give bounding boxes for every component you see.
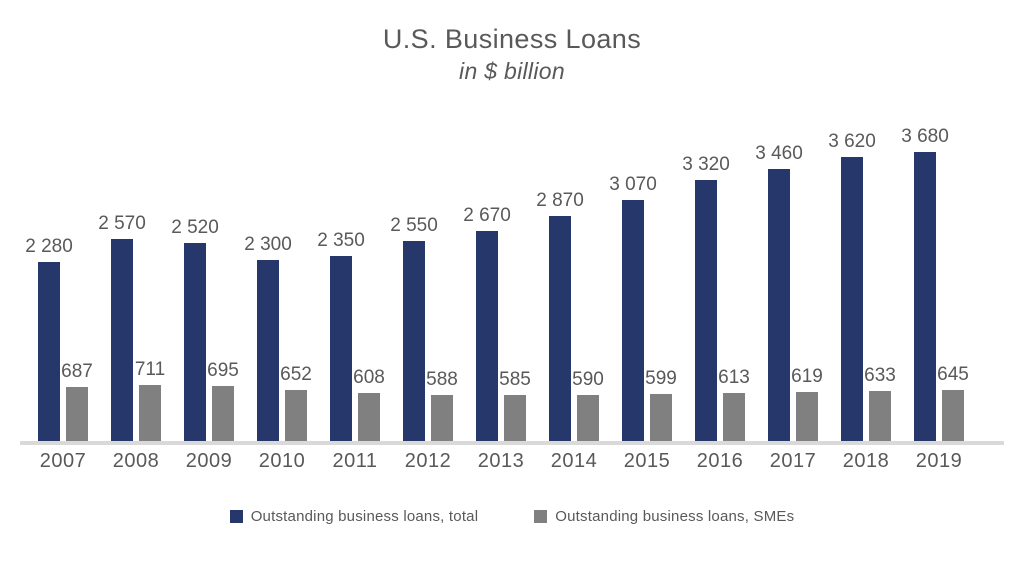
bar-value-label: 599 [645, 367, 677, 389]
bar-group: 3 460 619 [755, 100, 823, 441]
page-title: U.S. Business Loans [382, 24, 642, 54]
bar-smes[interactable]: 590 [572, 369, 604, 441]
bar-value-label: 2 520 [171, 217, 219, 239]
bar-total[interactable]: 2 300 [244, 234, 292, 441]
bar-value-label: 585 [499, 369, 531, 391]
plot-area: 2 280 687 2 570 711 2 520 695 2 300 652 2 350 608… [14, 100, 1010, 445]
x-tick-2012: 2012 [404, 450, 452, 472]
bar-value-label: 3 620 [828, 130, 876, 152]
x-axis-tick-labels: 2007 2008 2009 2010 2011 2012 2013 2014 2015 2016… [14, 450, 1010, 482]
legend-label: Outstanding business loans, SMEs [555, 508, 795, 525]
bar-value-label: 588 [426, 368, 458, 390]
bar-total[interactable]: 3 070 [609, 174, 657, 441]
bar-group: 2 280 687 [25, 100, 93, 441]
bar-value-label: 687 [61, 361, 93, 383]
bar-group: 3 680 645 [901, 100, 969, 441]
bar-smes[interactable]: 652 [280, 364, 312, 441]
x-tick-2017: 2017 [769, 450, 817, 472]
x-tick-2010: 2010 [258, 450, 306, 472]
bar-group: 3 620 633 [828, 100, 896, 441]
x-tick-2016: 2016 [696, 450, 744, 472]
bar-total[interactable]: 2 280 [25, 236, 73, 441]
bar-group: 2 300 652 [244, 100, 312, 441]
bar-total[interactable]: 3 680 [901, 126, 949, 441]
bar-value-label: 2 300 [244, 234, 292, 256]
bar-value-label: 2 570 [98, 213, 146, 235]
bar-value-label: 711 [134, 359, 166, 381]
x-tick-2013: 2013 [477, 450, 525, 472]
bar-group: 2 520 695 [171, 100, 239, 441]
bar-value-label: 613 [718, 366, 750, 388]
bar-total[interactable]: 3 620 [828, 131, 876, 441]
x-tick-2008: 2008 [112, 450, 160, 472]
x-tick-2011: 2011 [332, 450, 378, 472]
bar-smes[interactable]: 588 [426, 369, 458, 441]
bar-value-label: 2 550 [390, 214, 438, 236]
x-axis-line [20, 441, 1004, 445]
x-tick-2015: 2015 [623, 450, 671, 472]
bar-smes[interactable]: 645 [937, 364, 969, 441]
bar-group: 3 070 599 [609, 100, 677, 441]
bar-total[interactable]: 2 670 [463, 205, 511, 441]
bar-smes[interactable]: 613 [718, 367, 750, 441]
x-tick-2018: 2018 [842, 450, 890, 472]
bar-value-label: 3 680 [901, 126, 949, 147]
bar-total[interactable]: 3 320 [682, 154, 730, 441]
bar-total[interactable]: 3 460 [755, 143, 803, 441]
legend-item-smes[interactable]: Outstanding business loans, SMEs [534, 508, 794, 525]
bar-total[interactable]: 2 550 [390, 215, 438, 441]
bar-value-label: 633 [864, 365, 896, 387]
bar-smes[interactable]: 585 [499, 369, 531, 441]
bar-value-label: 3 070 [609, 173, 657, 195]
x-tick-2019: 2019 [915, 450, 963, 472]
bar-value-label: 2 280 [25, 235, 73, 257]
bar-value-label: 619 [791, 366, 823, 388]
legend-swatch-icon [534, 510, 548, 523]
bar-value-label: 645 [937, 364, 969, 386]
bar-value-label: 2 350 [317, 230, 365, 252]
bar-group: 3 320 613 [682, 100, 750, 441]
bar-total[interactable]: 2 520 [171, 217, 219, 441]
bar-value-label: 3 320 [682, 154, 730, 176]
bar-smes[interactable]: 608 [353, 367, 385, 441]
bar-value-label: 3 460 [755, 143, 803, 165]
bar-smes[interactable]: 599 [645, 368, 677, 441]
bar-total[interactable]: 2 350 [317, 230, 365, 441]
bar-value-label: 652 [280, 363, 312, 385]
legend-label: Outstanding business loans, total [250, 508, 479, 525]
x-tick-2007: 2007 [39, 450, 87, 472]
bar-value-label: 608 [353, 367, 385, 389]
bar-smes[interactable]: 711 [135, 359, 165, 441]
bar-group: 2 550 588 [390, 100, 458, 441]
legend-swatch-icon [229, 510, 243, 523]
bar-value-label: 695 [207, 360, 239, 382]
chart-legend: Outstanding business loans, total Outstan… [0, 508, 1024, 525]
bar-smes[interactable]: 633 [864, 365, 896, 441]
chart-title-block: U.S. Business Loans in $ billion [0, 22, 1024, 86]
bar-group: 2 570 711 [98, 100, 165, 441]
x-tick-2009: 2009 [185, 450, 233, 472]
x-tick-2014: 2014 [550, 450, 598, 472]
legend-item-total[interactable]: Outstanding business loans, total [229, 508, 479, 525]
bar-value-label: 2 870 [536, 189, 584, 211]
bar-smes[interactable]: 619 [791, 366, 823, 441]
bar-value-label: 2 670 [463, 205, 511, 227]
bar-group: 2 350 608 [317, 100, 385, 441]
bar-group: 2 870 590 [536, 100, 604, 441]
bar-group: 2 670 585 [463, 100, 531, 441]
bar-smes[interactable]: 695 [207, 360, 239, 441]
bar-total[interactable]: 2 870 [536, 190, 584, 441]
bar-total[interactable]: 2 570 [98, 213, 146, 441]
bar-value-label: 590 [572, 368, 604, 390]
bar-smes[interactable]: 687 [61, 361, 93, 441]
chart-subtitle: in $ billion [459, 58, 565, 84]
